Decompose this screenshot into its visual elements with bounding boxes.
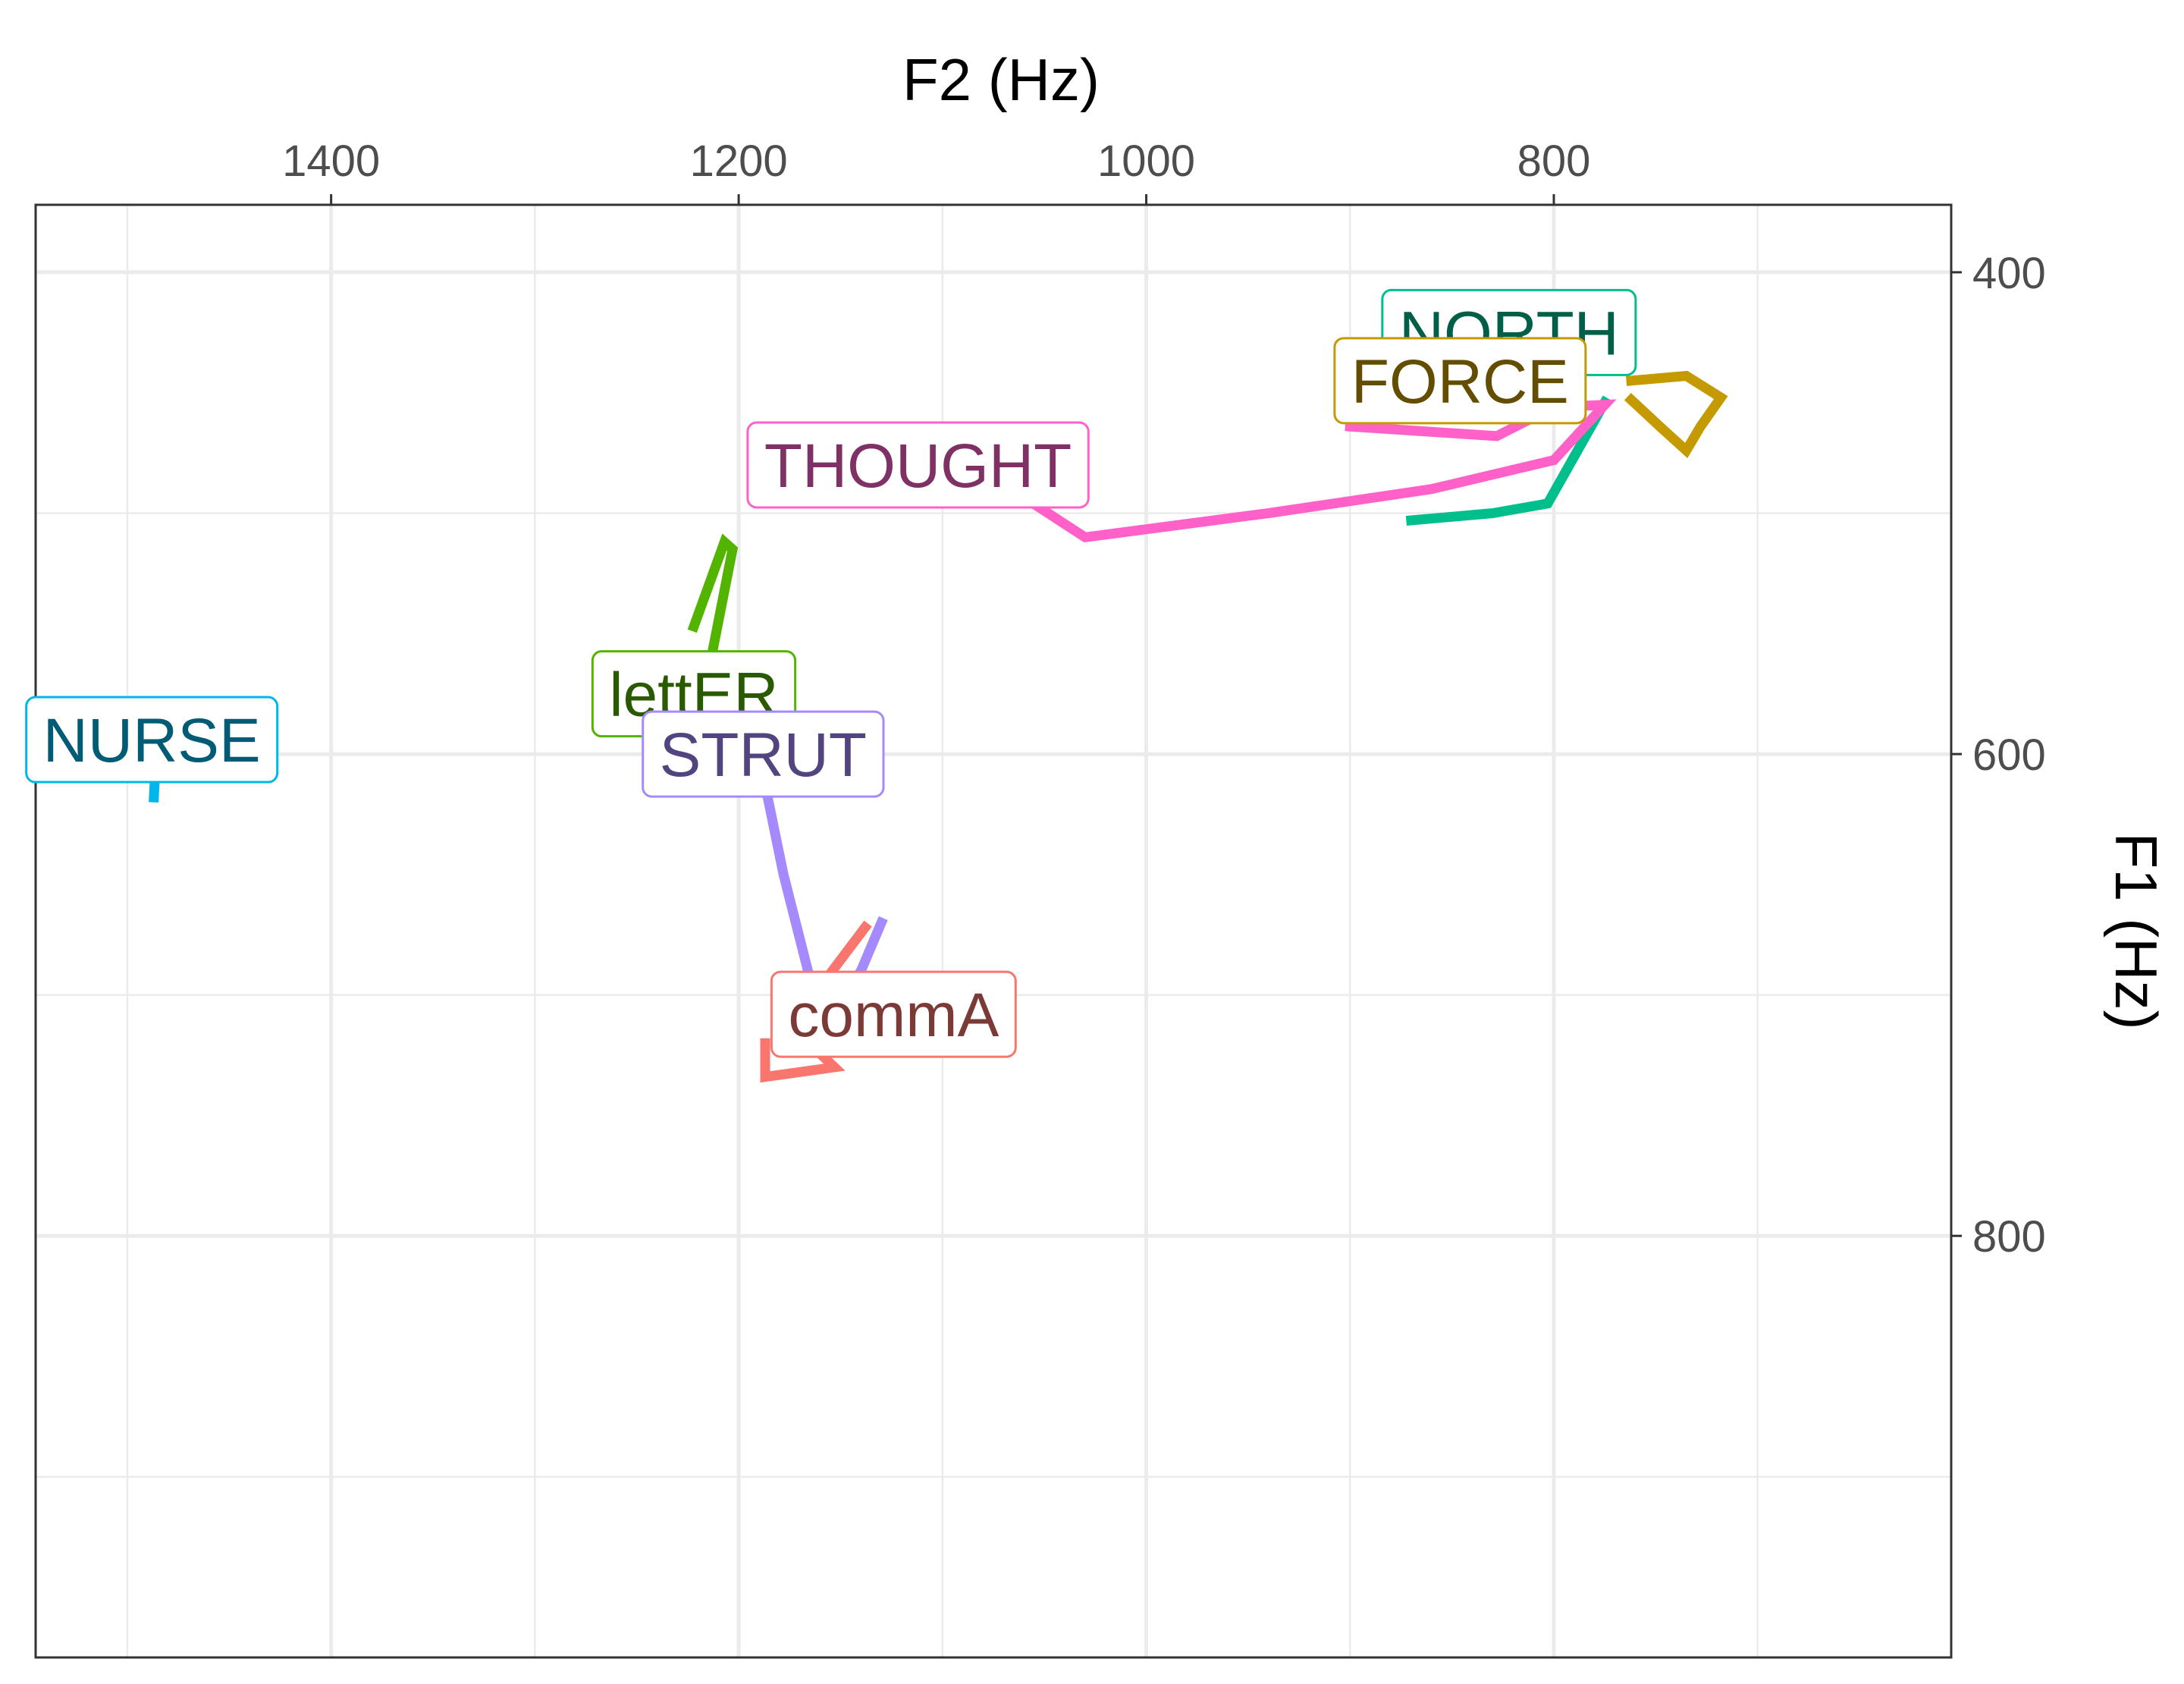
vowel-label-box xyxy=(1333,337,1587,425)
vowel-label-text: commA xyxy=(788,981,999,1050)
vowel-label-nurse: NURSE xyxy=(25,696,279,784)
vowel-label-text: STRUT xyxy=(660,721,867,790)
vowel-label-force: FORCE xyxy=(1333,337,1587,425)
x-tick-label: 1200 xyxy=(690,137,788,186)
x-tick-label: 1400 xyxy=(282,137,380,186)
x-tick-label: 1000 xyxy=(1097,137,1195,186)
vowel-label-box xyxy=(746,421,1090,509)
vowel-label-strut: STRUT xyxy=(642,710,885,798)
series-line-thought xyxy=(996,399,1617,543)
vowel-label-comma: commA xyxy=(770,970,1017,1058)
series-line-force xyxy=(1624,370,1728,459)
y-axis-title: F1 (Hz) xyxy=(2103,833,2170,1030)
y-tick-label: 800 xyxy=(1972,1212,2046,1261)
vowel-label-text: THOUGHT xyxy=(764,432,1072,501)
vowel-label-text: NURSE xyxy=(43,706,261,775)
vowel-label-thought: THOUGHT xyxy=(746,421,1090,509)
vowel-label-text: FORCE xyxy=(1351,347,1569,416)
y-tick-label: 600 xyxy=(1972,730,2046,780)
vowel-label-box xyxy=(642,710,885,798)
x-axis-title: F2 (Hz) xyxy=(902,46,1100,113)
vowel-label-box xyxy=(770,970,1017,1058)
axis-ticks: 1400 1200 1000 800 400 600 800 xyxy=(282,137,2046,1261)
vowel-label-box xyxy=(25,696,279,784)
x-tick-label: 800 xyxy=(1517,137,1591,186)
y-tick-label: 400 xyxy=(1972,249,2046,298)
plot-panel-border xyxy=(34,203,1953,1659)
series-line-north xyxy=(1405,395,1612,526)
